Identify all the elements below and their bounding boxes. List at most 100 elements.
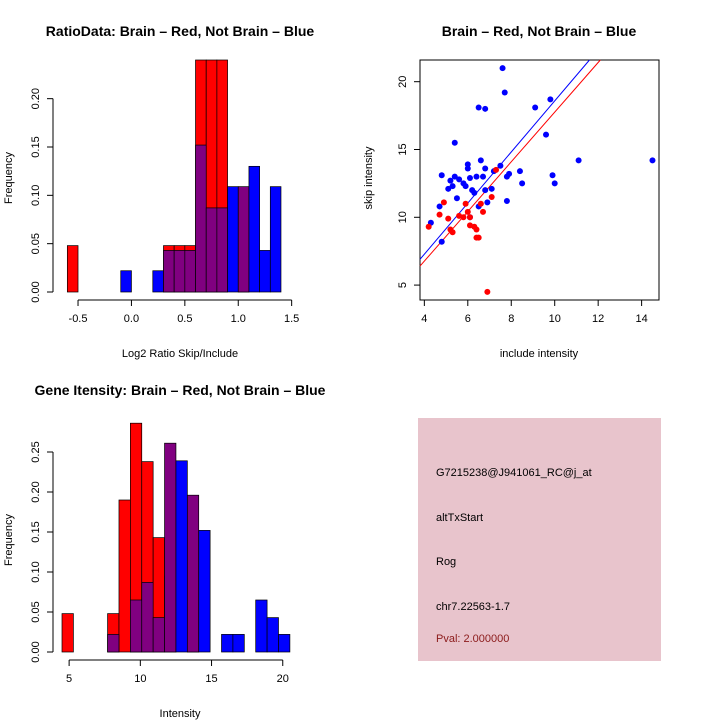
ratio-y-tick-label: 0.00: [30, 281, 42, 302]
brain-fit-line: [419, 59, 601, 267]
ratio-not-brain-bar: [163, 250, 175, 293]
not-brain-point: [449, 183, 456, 190]
brain-point: [460, 214, 467, 221]
ratio-histogram-axes: -0.5 0.0 0.5 1.0 1.5 0.00 0.05 0.10 0.15 0.20: [30, 88, 299, 325]
not-brain-point: [471, 189, 478, 196]
ratio-not-brain-bar: [269, 186, 282, 293]
scatter-x-tick-label: 6: [465, 313, 471, 325]
scatter-x-axis-label: include intensity: [500, 348, 579, 360]
not-brain-point: [451, 173, 458, 180]
ratio-not-brain-bar: [152, 270, 164, 293]
not-brain-point: [447, 177, 454, 184]
pval-text: Pval: 2.000000: [436, 633, 509, 645]
ratio-histogram-title: RatioData: Brain – Red, Not Brain – Blue: [46, 23, 315, 39]
scatter-axes: 4 6 8 10 12 14 5 10 15 20: [397, 76, 648, 325]
intensity-x-tick-label: 10: [134, 673, 146, 685]
not-brain-point: [551, 180, 558, 187]
intensity-not-brain-bar: [186, 494, 200, 653]
intensity-x-tick-label: 15: [205, 673, 217, 685]
intensity-y-tick-label: 0.10: [30, 561, 42, 582]
scatter-x-tick-label: 14: [635, 313, 647, 325]
not-brain-point: [506, 170, 513, 177]
scatter-x-tick-label: 12: [592, 313, 604, 325]
not-brain-point: [477, 157, 484, 164]
intensity-not-brain-bar: [266, 617, 279, 653]
info-panel: G7215238@J941061_RC@j_at altTxStart Rog …: [418, 418, 661, 661]
intensity-not-brain-bar: [221, 634, 234, 653]
ratio-not-brain-bar: [248, 165, 260, 293]
intensity-not-brain-bar: [130, 599, 143, 653]
ratio-x-axis-label: Log2 Ratio Skip/Include: [122, 348, 238, 360]
ratio-not-brain-bar: [237, 186, 250, 293]
not-brain-point: [543, 131, 550, 138]
ratio-x-tick-label: 1.0: [231, 313, 246, 325]
not-brain-point: [473, 173, 480, 180]
scatter-y-tick-label: 10: [397, 211, 409, 223]
intensity-y-tick-label: 0.25: [30, 441, 42, 462]
brain-point: [425, 223, 432, 230]
intensity-x-tick-label: 5: [66, 673, 72, 685]
ratio-not-brain-bar: [195, 144, 207, 293]
scatter-not-brain-points: [427, 65, 656, 245]
brain-point: [480, 208, 487, 215]
brain-point: [445, 215, 452, 222]
event-type-text: altTxStart: [436, 512, 483, 524]
not-brain-point: [532, 104, 539, 111]
location-text: chr7.22563-1.7: [436, 601, 510, 613]
not-brain-point: [438, 238, 445, 245]
probe-id-text: G7215238@J941061_RC@j_at: [436, 467, 592, 479]
ratio-not-brain-bar: [120, 270, 132, 293]
not-brain-point: [462, 183, 469, 190]
brain-point: [440, 199, 447, 206]
not-brain-point: [464, 165, 471, 172]
intensity-not-brain-bar: [278, 634, 291, 653]
intensity-not-brain-bars: [107, 442, 291, 653]
ratio-y-tick-label: 0.05: [30, 233, 42, 254]
not-brain-point: [547, 96, 554, 103]
ratio-x-tick-label: 1.5: [284, 313, 299, 325]
brain-point: [436, 211, 443, 218]
intensity-not-brain-bar: [232, 634, 245, 653]
intensity-histogram-title: Gene Itensity: Brain – Red, Not Brain – …: [35, 382, 326, 398]
info-panel-background: [418, 418, 661, 661]
not-brain-point: [482, 187, 489, 194]
not-brain-point: [456, 176, 463, 183]
intensity-x-axis-label: Intensity: [160, 708, 201, 720]
not-brain-fit-line: [419, 59, 590, 260]
not-brain-point: [549, 172, 556, 179]
ratio-y-tick-label: 0.15: [30, 136, 42, 157]
not-brain-point: [649, 157, 656, 164]
intensity-y-tick-label: 0.05: [30, 601, 42, 622]
not-brain-point: [501, 89, 508, 96]
scatter-brain-points: [425, 166, 500, 295]
ratio-not-brain-bar: [227, 186, 239, 293]
ratio-histogram-panel: RatioData: Brain – Red, Not Brain – Blue…: [3, 23, 314, 360]
not-brain-point: [475, 104, 482, 111]
intensity-not-brain-bar: [141, 582, 154, 653]
brain-point: [466, 214, 473, 221]
brain-point: [484, 288, 491, 295]
intensity-not-brain-bar: [164, 442, 177, 653]
scatter-x-tick-label: 4: [421, 313, 427, 325]
scatter-x-tick-label: 8: [508, 313, 514, 325]
not-brain-point: [488, 185, 495, 192]
scatter-title: Brain – Red, Not Brain – Blue: [442, 23, 637, 39]
not-brain-point: [451, 139, 458, 146]
ratio-not-brain-bar: [173, 250, 186, 293]
intensity-not-brain-bar: [198, 530, 211, 653]
intensity-not-brain-bar: [152, 617, 165, 653]
intensity-not-brain-bar: [255, 599, 268, 653]
intensity-y-tick-label: 0.20: [30, 481, 42, 502]
ratio-y-tick-label: 0.20: [30, 88, 42, 109]
not-brain-point: [453, 195, 460, 202]
not-brain-point: [482, 105, 489, 112]
intensity-histogram-axes: 5 10 15 20 0.00 0.05 0.10 0.15 0.20 0.25: [30, 441, 289, 685]
not-brain-point: [484, 199, 491, 206]
intensity-histogram-panel: Gene Itensity: Brain – Red, Not Brain – …: [3, 382, 326, 720]
intensity-y-tick-label: 0.00: [30, 641, 42, 662]
scatter-y-tick-label: 5: [397, 282, 409, 288]
scatter-plot-frame: [419, 59, 660, 301]
brain-point: [488, 193, 495, 200]
not-brain-point: [480, 173, 487, 180]
